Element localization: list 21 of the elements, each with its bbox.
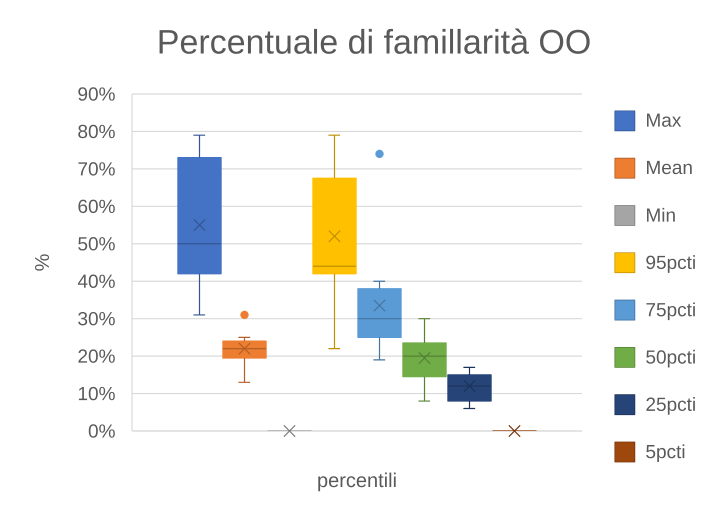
y-tick-label: 90% — [78, 87, 115, 101]
y-tick-label: 80% — [78, 124, 115, 138]
y-tick-label: 0% — [88, 424, 115, 438]
legend-label: 95pcti — [646, 255, 695, 273]
legend-label: 25pcti — [646, 397, 695, 415]
legend-label: 75pcti — [646, 302, 695, 320]
legend-label: Max — [647, 114, 682, 127]
legend-label: 50pcti — [646, 350, 695, 368]
y-tick-label: 20% — [78, 349, 115, 363]
chart-title: Percentuale di famillarità OO — [160, 28, 590, 54]
y-axis-title: % — [35, 254, 50, 271]
legend-label: 5pcti — [646, 444, 684, 462]
y-tick-label: 60% — [78, 200, 115, 214]
legend-label: Min — [647, 208, 675, 222]
y-tick-label: 40% — [78, 274, 115, 288]
x-axis-title: percentili — [318, 472, 396, 492]
y-tick-label: 70% — [78, 162, 115, 176]
y-tick-label: 50% — [78, 237, 115, 251]
y-tick-label: 10% — [78, 386, 115, 400]
y-tick-label: 30% — [78, 312, 115, 326]
legend-label: Mean — [647, 160, 692, 174]
